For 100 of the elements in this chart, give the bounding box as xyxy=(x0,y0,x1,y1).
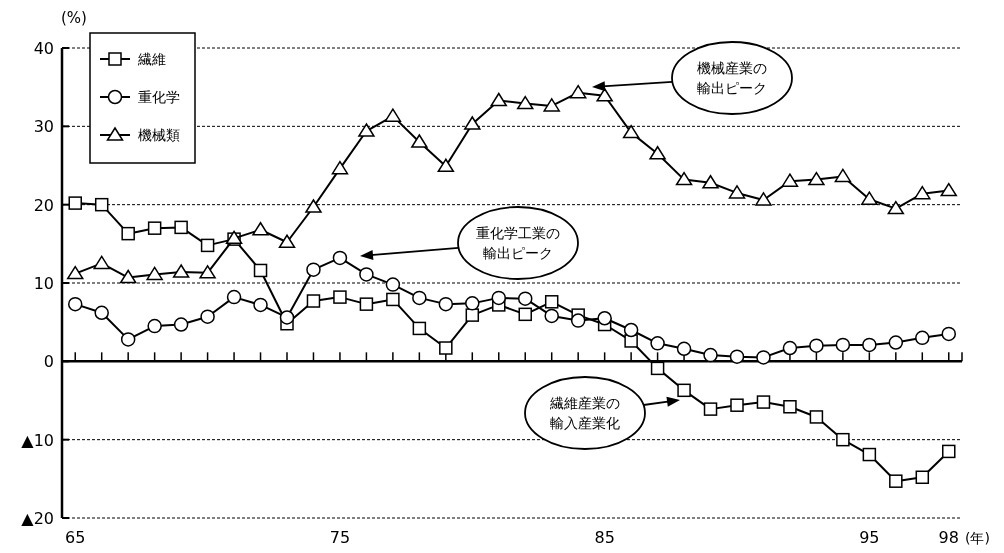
annotation: 重化学工業の輸出ピーク xyxy=(476,225,560,261)
point xyxy=(384,108,402,122)
point xyxy=(623,322,639,338)
point xyxy=(862,447,877,462)
point xyxy=(199,265,216,279)
y-tick-label: 20 xyxy=(33,195,54,215)
point xyxy=(622,124,640,139)
point xyxy=(252,221,269,236)
point xyxy=(94,197,109,212)
point xyxy=(464,116,481,130)
point xyxy=(862,337,877,353)
x-tick-label: 65 xyxy=(65,528,86,547)
point xyxy=(783,400,797,414)
x-axis-title: (年) xyxy=(965,530,990,546)
point xyxy=(306,262,321,277)
point xyxy=(172,264,190,278)
y-tick-label: 30 xyxy=(33,117,54,137)
point xyxy=(490,92,508,107)
point xyxy=(597,311,612,326)
point xyxy=(200,238,215,253)
point xyxy=(782,340,798,356)
point xyxy=(146,266,163,281)
point xyxy=(386,292,400,307)
point xyxy=(915,330,930,346)
x-tick-label: 75 xyxy=(329,528,351,547)
point xyxy=(730,398,744,412)
point xyxy=(942,444,956,459)
point xyxy=(518,307,532,322)
point xyxy=(253,297,268,313)
point xyxy=(66,265,84,280)
point xyxy=(650,361,665,376)
point xyxy=(728,185,746,199)
point xyxy=(861,191,878,205)
point xyxy=(67,296,83,312)
point xyxy=(649,146,666,160)
point xyxy=(147,221,162,235)
x-tick-label: 98 xyxy=(938,528,959,547)
point xyxy=(941,326,957,342)
y-tick-label: ▲10 xyxy=(21,430,54,450)
point xyxy=(306,294,321,308)
point xyxy=(305,199,322,213)
point xyxy=(121,226,135,241)
point xyxy=(808,171,825,186)
point xyxy=(702,174,719,189)
point xyxy=(439,341,453,355)
point xyxy=(253,263,268,278)
point xyxy=(68,196,82,210)
point xyxy=(915,470,930,485)
point xyxy=(226,289,242,305)
point xyxy=(385,277,401,292)
point xyxy=(279,310,295,325)
point xyxy=(756,350,771,365)
point xyxy=(516,95,534,110)
point xyxy=(569,84,587,99)
point xyxy=(438,296,454,312)
point xyxy=(437,158,455,173)
point xyxy=(120,332,136,347)
y-tick-label: 0 xyxy=(43,352,54,372)
point xyxy=(147,318,162,334)
point xyxy=(756,395,771,409)
point xyxy=(278,234,296,249)
point xyxy=(93,255,110,270)
y-axis-title: (%) xyxy=(61,9,87,27)
point xyxy=(677,383,691,398)
point xyxy=(887,200,905,215)
annotation: 重化学工業の輸出ピーク xyxy=(360,206,579,280)
legend-label: 機械類 xyxy=(138,127,180,143)
point xyxy=(173,317,189,332)
point xyxy=(359,267,374,282)
point xyxy=(491,290,507,306)
point xyxy=(940,182,958,197)
point xyxy=(543,98,560,112)
annotation: 繊維産業の輸入産業化 xyxy=(549,395,620,431)
point xyxy=(358,123,375,137)
point xyxy=(809,338,824,353)
point xyxy=(703,347,718,363)
point xyxy=(703,402,718,416)
point xyxy=(94,305,109,321)
point xyxy=(675,171,693,186)
point xyxy=(465,308,480,322)
point xyxy=(835,337,851,353)
x-tick-label: 95 xyxy=(859,528,880,547)
point xyxy=(544,295,559,309)
annotation: 繊維産業の輸入産業化 xyxy=(524,376,680,450)
y-tick-label: 10 xyxy=(33,274,54,293)
point xyxy=(411,134,428,148)
point xyxy=(888,335,904,350)
point xyxy=(755,192,772,206)
point xyxy=(359,297,374,311)
annotation: 機械産業の輸出ピーク xyxy=(697,60,767,96)
point xyxy=(332,250,348,266)
point xyxy=(781,173,799,187)
point xyxy=(331,160,349,175)
point xyxy=(174,220,188,235)
legend-label: 繊維 xyxy=(137,51,166,67)
point xyxy=(517,291,533,306)
point xyxy=(333,290,347,304)
point xyxy=(570,313,586,328)
legend-label: 重化学 xyxy=(138,89,180,105)
point xyxy=(834,168,852,183)
